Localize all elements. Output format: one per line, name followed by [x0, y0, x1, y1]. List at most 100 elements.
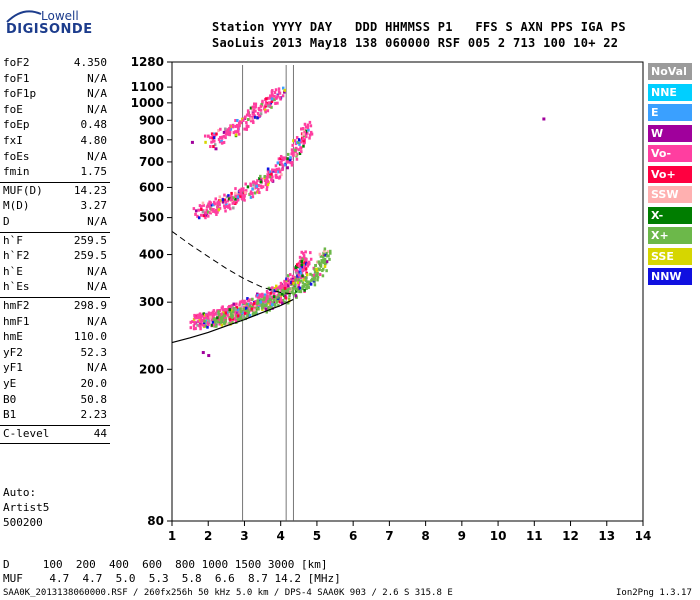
echo-cell — [248, 313, 252, 317]
echo-cell — [270, 100, 274, 104]
echo-cell — [295, 268, 298, 272]
echo-cell — [228, 317, 232, 321]
echo-cell — [291, 274, 295, 278]
echo-cell — [234, 193, 237, 197]
echo-cell — [212, 200, 216, 204]
echo-cell — [307, 128, 310, 132]
echo-cell — [318, 268, 321, 272]
echo-cell — [309, 251, 312, 255]
echo-cell — [234, 319, 238, 323]
echo-cell — [253, 313, 256, 317]
echo-cell — [305, 280, 309, 284]
echo-cell — [194, 209, 198, 213]
echo-cell — [257, 106, 261, 110]
legend-item-e: E — [648, 104, 692, 121]
echo-cell — [228, 130, 232, 134]
echo-cell — [210, 323, 214, 327]
echo-cell — [270, 305, 273, 309]
echo-cell — [263, 108, 267, 112]
echo-cell — [212, 133, 215, 137]
param-value: N/A — [87, 280, 107, 294]
echo-cell — [325, 269, 328, 273]
echo-cell — [283, 286, 287, 290]
echo-cell — [235, 302, 238, 306]
echo-cell — [306, 123, 310, 127]
param-value: N/A — [87, 314, 107, 328]
echo-cell — [248, 114, 251, 118]
param-value: 20.0 — [80, 377, 108, 390]
echo-cell — [278, 91, 282, 95]
echo-cell — [221, 200, 225, 204]
x-tick-label: 2 — [204, 529, 212, 543]
param-value: 4.350 — [73, 56, 107, 69]
echo-cell — [271, 288, 275, 292]
echo-cell — [321, 274, 325, 278]
echo-cell — [234, 197, 237, 201]
echo-cell — [283, 90, 286, 94]
echo-cell — [263, 296, 266, 300]
echo-cell — [322, 258, 326, 262]
echo-cell — [316, 278, 319, 282]
echo-cell — [261, 99, 264, 103]
echo-cell — [199, 320, 203, 324]
echo-cell — [254, 311, 258, 315]
param-value: 14.23 — [73, 183, 107, 197]
isolated-echo — [214, 147, 218, 151]
echo-cell — [268, 300, 272, 304]
echo-cell — [216, 320, 220, 324]
echo-cell — [218, 200, 221, 204]
param-value: N/A — [87, 71, 107, 85]
echo-cell — [222, 130, 226, 134]
echo-cell — [294, 142, 298, 146]
echo-cell — [209, 201, 213, 205]
echo-cell — [273, 303, 277, 307]
echo-cell — [266, 169, 270, 173]
echo-cell — [278, 175, 282, 179]
echo-cell — [283, 300, 287, 304]
echo-cell — [295, 289, 298, 293]
echo-cell — [282, 298, 285, 302]
header-labels: Station YYYY DAY DDD HHMMSS P1 FFS S AXN… — [212, 20, 626, 34]
echo-cell — [240, 196, 244, 200]
echo-cell — [305, 135, 308, 139]
echo-cell — [226, 308, 229, 312]
echo-cell — [205, 313, 208, 317]
x-tick-label: 9 — [458, 529, 466, 543]
echo-cell — [329, 251, 332, 255]
echo-cell — [228, 197, 231, 201]
echo-cell — [218, 140, 222, 144]
echo-cell — [241, 311, 244, 315]
echo-cell — [220, 318, 223, 322]
echo-cell — [243, 198, 246, 202]
echo-cell — [229, 124, 232, 128]
echo-cell — [290, 148, 294, 152]
echo-cell — [297, 278, 301, 282]
echo-cell — [207, 311, 211, 315]
echo-cell — [246, 305, 249, 309]
echo-cell — [226, 199, 230, 203]
echo-cell — [261, 101, 264, 105]
echo-cell — [212, 136, 216, 140]
echo-cell — [201, 201, 205, 205]
echo-cell — [222, 140, 226, 144]
echo-cell — [281, 94, 285, 98]
echo-cell — [302, 278, 306, 282]
echo-cell — [314, 263, 317, 267]
echo-cell — [266, 173, 269, 177]
echo-cell — [302, 255, 306, 259]
echo-cell — [277, 298, 280, 302]
echo-cell — [196, 313, 199, 317]
echo-cell — [274, 175, 278, 179]
echo-cell — [304, 125, 308, 129]
echo-cell — [274, 164, 278, 168]
echo-cell — [209, 315, 212, 319]
echo-cell — [204, 319, 208, 323]
echo-cell — [297, 283, 301, 287]
echo-cell — [260, 186, 263, 190]
echo-cell — [298, 151, 302, 155]
echo-cell — [304, 260, 308, 264]
echo-cell — [279, 161, 282, 165]
param-name: yF2 — [3, 345, 23, 359]
echo-cell — [227, 205, 231, 209]
echo-cell — [243, 194, 246, 198]
